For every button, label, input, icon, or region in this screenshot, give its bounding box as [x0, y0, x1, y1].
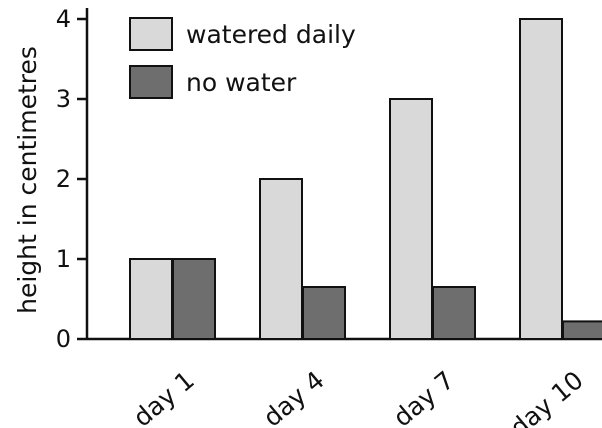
- bars: [129, 18, 602, 340]
- category-labels: day 1 day 4 day 7 day 10: [128, 365, 589, 428]
- x-category-label: day 1: [128, 365, 200, 428]
- x-category-label: day 4: [258, 365, 330, 428]
- bar-watered-daily-day-1: [129, 258, 173, 340]
- legend-label-watered-daily: watered daily: [186, 20, 356, 49]
- y-tick-label: 4: [56, 5, 71, 33]
- y-axis-title-group: height in centimetres: [13, 46, 42, 314]
- y-tick-label: 3: [56, 85, 71, 113]
- bar-watered-daily-day-7: [389, 98, 433, 340]
- x-category-label: day 7: [388, 365, 460, 428]
- y-axis-title: height in centimetres: [13, 46, 42, 314]
- legend: watered daily no water: [129, 17, 356, 99]
- bar-no-water-day-4: [302, 286, 346, 340]
- bar-no-water-day-10: [562, 320, 602, 340]
- x-category-label: day 10: [505, 365, 589, 428]
- y-tick-label: 0: [56, 325, 71, 353]
- y-tick-label: 1: [56, 245, 71, 273]
- bar-no-water-day-1: [172, 258, 216, 340]
- legend-swatch-watered-daily: [129, 17, 173, 51]
- bar-watered-daily-day-10: [519, 18, 563, 340]
- legend-swatch-no-water: [129, 65, 173, 99]
- bar-no-water-day-7: [432, 286, 476, 340]
- bar-watered-daily-day-4: [259, 178, 303, 340]
- y-ticks: 0 1 2 3 4: [56, 5, 87, 353]
- legend-label-no-water: no water: [186, 68, 297, 97]
- y-tick-label: 2: [56, 165, 71, 193]
